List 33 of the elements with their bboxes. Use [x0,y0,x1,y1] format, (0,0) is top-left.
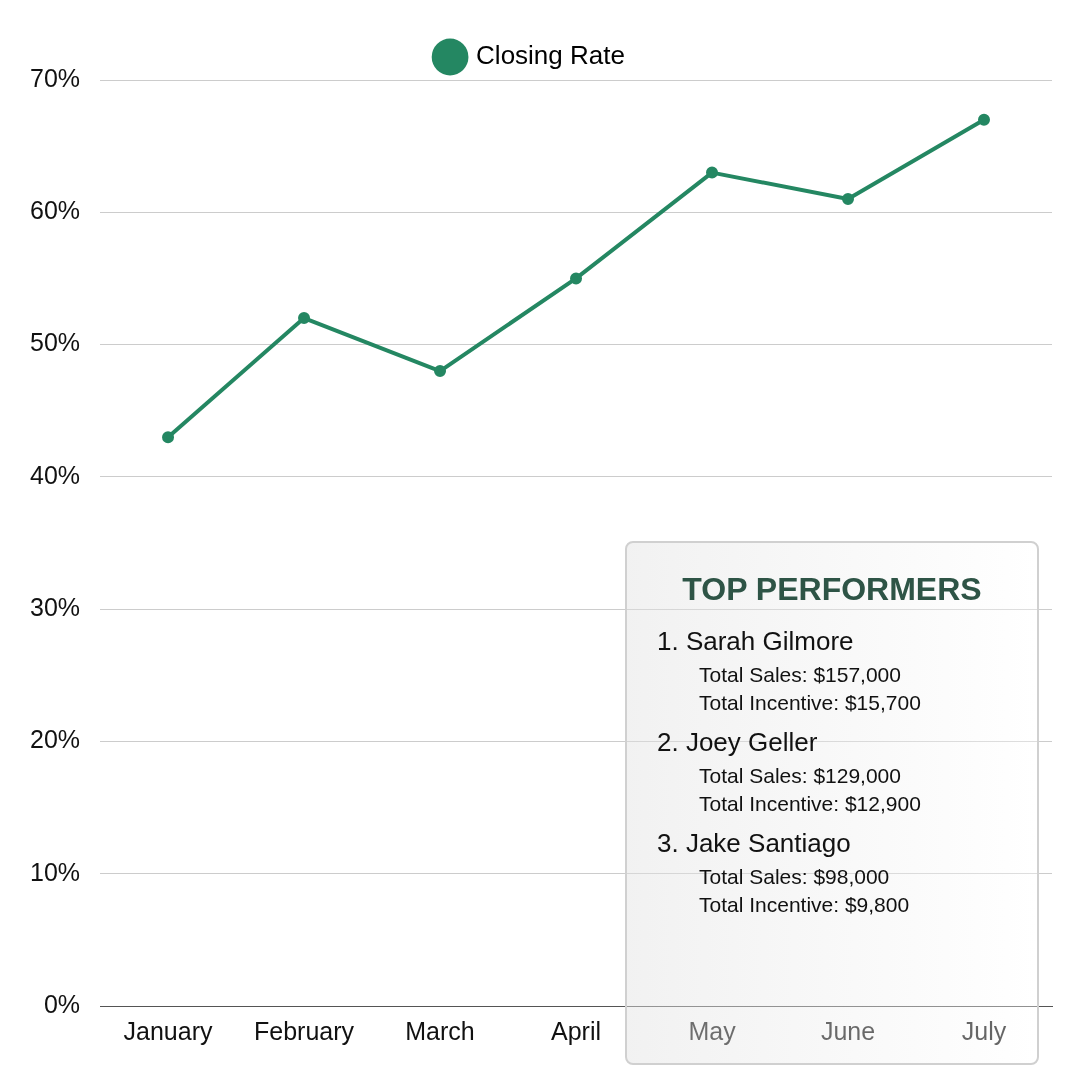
y-tick-label: 20% [29,725,81,754]
annotation: Total Sales: $98,000 [699,865,891,889]
annotation: 2. Joey Geller [657,727,819,758]
y-tick-label: 30% [29,593,81,622]
x-tick-label: May [688,1016,737,1045]
x-tick-label: April [551,1016,602,1045]
annotation: Total Incentive: $9,800 [699,893,911,917]
x-tick-label: January [123,1016,213,1045]
y-tick-label: 70% [29,63,81,92]
legend-label: Closing Rate [476,40,625,71]
point [570,272,583,285]
point [162,431,175,444]
annotation: TOP PERFORMERS [681,571,983,608]
y-tick-label: 0% [43,989,81,1018]
point [978,113,990,126]
annotation: Total Incentive: $12,900 [699,792,922,816]
x-tick-label: July [961,1016,1007,1045]
x-tick-label: March [405,1016,475,1045]
annotation: Total Sales: $157,000 [699,663,902,687]
point [842,193,855,206]
point [434,365,447,378]
x-tick-label: June [820,1016,876,1045]
point [298,312,311,325]
y-tick-label: 60% [29,196,81,225]
x-tick-label: February [254,1016,355,1045]
annotation: Total Sales: $129,000 [699,764,902,788]
annotation: 1. Sarah Gilmore [657,626,855,657]
y-tick-label: 10% [29,857,81,886]
y-tick-label: 50% [29,328,81,357]
point [706,166,719,179]
annotation: 3. Jake Santiago [657,828,852,859]
annotation: Total Incentive: $15,700 [699,691,922,715]
y-tick-label: 40% [29,460,81,489]
